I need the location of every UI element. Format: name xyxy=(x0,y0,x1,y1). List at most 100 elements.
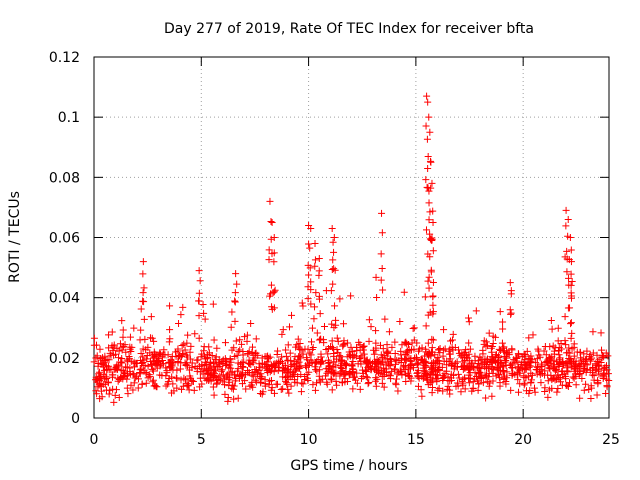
data-point xyxy=(96,395,104,403)
data-point xyxy=(142,370,150,378)
data-point xyxy=(309,343,317,351)
data-point xyxy=(213,380,221,388)
data-point xyxy=(506,279,514,287)
data-point xyxy=(181,346,189,354)
data-point xyxy=(427,268,435,276)
data-point xyxy=(228,369,236,377)
data-point xyxy=(334,349,342,357)
data-point xyxy=(149,378,157,386)
data-point xyxy=(115,394,123,402)
data-point xyxy=(419,364,427,372)
data-point xyxy=(547,316,555,324)
x-tick-label: 10 xyxy=(300,432,318,448)
data-point xyxy=(130,324,138,332)
data-point xyxy=(424,277,432,285)
data-point xyxy=(275,363,283,371)
data-point xyxy=(232,337,240,345)
data-point xyxy=(231,317,239,325)
data-point xyxy=(570,367,578,375)
data-point xyxy=(332,316,340,324)
data-point xyxy=(564,382,572,390)
data-point xyxy=(472,307,480,315)
data-point xyxy=(109,347,117,355)
y-tick-label: 0 xyxy=(71,411,80,427)
data-point xyxy=(142,379,150,387)
data-point xyxy=(182,361,190,369)
data-point xyxy=(564,368,572,376)
data-point xyxy=(429,218,437,226)
data-point xyxy=(141,335,149,343)
data-point xyxy=(562,206,570,214)
data-point xyxy=(306,244,314,252)
data-point xyxy=(234,394,242,402)
data-point xyxy=(306,264,314,272)
data-point xyxy=(265,256,273,264)
data-point xyxy=(310,315,318,323)
data-point xyxy=(284,385,292,393)
data-point xyxy=(379,286,387,294)
data-point xyxy=(280,364,288,372)
data-point xyxy=(122,363,130,371)
data-point xyxy=(485,329,493,337)
data-point xyxy=(294,343,302,351)
data-point xyxy=(327,375,335,383)
data-point xyxy=(388,343,396,351)
data-point xyxy=(190,386,198,394)
data-point xyxy=(481,363,489,371)
data-point xyxy=(210,336,218,344)
data-point xyxy=(465,379,473,387)
data-point xyxy=(428,179,436,187)
data-point xyxy=(605,377,613,385)
data-point xyxy=(468,387,476,395)
data-point xyxy=(328,224,336,232)
data-point xyxy=(440,326,448,334)
data-point xyxy=(329,368,337,376)
data-point xyxy=(286,349,294,357)
data-point xyxy=(146,334,154,342)
data-point xyxy=(432,375,440,383)
data-point xyxy=(568,329,576,337)
data-point xyxy=(139,258,147,266)
data-point xyxy=(488,343,496,351)
x-tick-label: 0 xyxy=(90,432,99,448)
data-point xyxy=(139,297,147,305)
data-point xyxy=(558,367,566,375)
data-point xyxy=(568,292,576,300)
data-point xyxy=(383,341,391,349)
data-point xyxy=(422,176,430,184)
data-point xyxy=(256,372,264,380)
data-point xyxy=(104,362,112,370)
data-point xyxy=(528,356,536,364)
data-point xyxy=(124,370,132,378)
data-point xyxy=(397,368,405,376)
data-point xyxy=(229,385,237,393)
data-point xyxy=(402,349,410,357)
data-point xyxy=(534,345,542,353)
data-point xyxy=(184,331,192,339)
data-point xyxy=(566,349,574,357)
data-point xyxy=(377,276,385,284)
data-point xyxy=(193,364,201,372)
data-point xyxy=(128,357,136,365)
data-point xyxy=(131,374,139,382)
data-point xyxy=(123,375,131,383)
data-point xyxy=(270,389,278,397)
data-point xyxy=(516,369,524,377)
data-point xyxy=(544,361,552,369)
data-point xyxy=(507,290,515,298)
data-point xyxy=(165,374,173,382)
data-point xyxy=(412,354,420,362)
data-point xyxy=(424,165,432,173)
data-point xyxy=(552,365,560,373)
data-point xyxy=(312,289,320,297)
data-point xyxy=(297,388,305,396)
data-point xyxy=(92,387,100,395)
data-point xyxy=(211,356,219,364)
data-point xyxy=(261,380,269,388)
data-point xyxy=(233,280,241,288)
data-point xyxy=(230,395,238,403)
data-point xyxy=(122,348,130,356)
data-point xyxy=(502,362,510,370)
data-point xyxy=(370,350,378,358)
data-point xyxy=(365,316,373,324)
